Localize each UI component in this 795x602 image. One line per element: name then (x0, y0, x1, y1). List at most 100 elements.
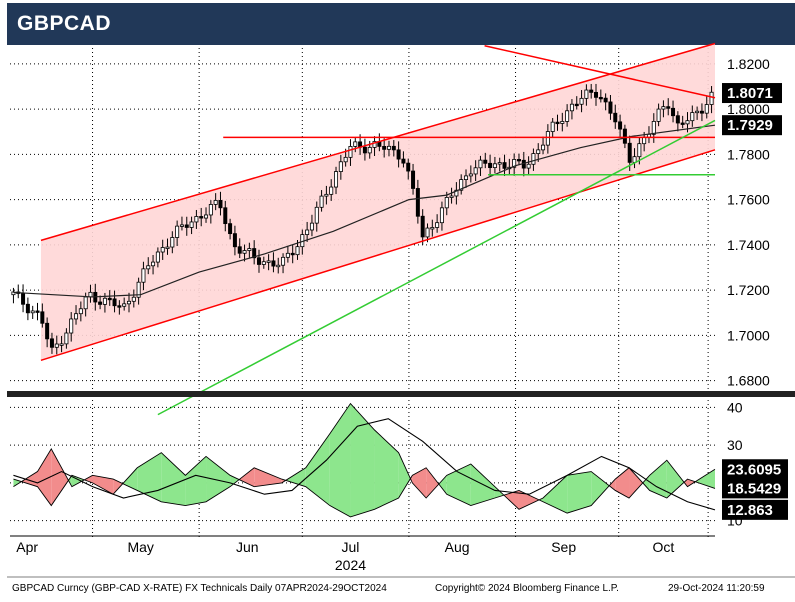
di-positive-area (137, 452, 162, 502)
indicator-badge: 23.6095 (722, 459, 788, 480)
candle-body (199, 216, 204, 219)
candle-body (49, 338, 54, 348)
footer-center: Copyright© 2024 Bloomberg Finance L.P. (435, 583, 619, 594)
candle-body (136, 281, 141, 298)
candle-body (637, 143, 642, 158)
indicator-badge-bg (722, 478, 788, 499)
candle-body (295, 246, 300, 256)
candle-body (290, 252, 295, 256)
indicator-badge-value: 12.863 (727, 502, 773, 519)
candle-body (608, 101, 613, 114)
candle-body (367, 147, 372, 154)
candle-body (594, 91, 599, 98)
candle-body (343, 156, 348, 163)
candle-body (690, 112, 695, 122)
di-negative-area (92, 475, 114, 495)
candle-body (550, 121, 555, 132)
candle-body (425, 227, 430, 238)
footer: GBPCAD Curncy (GBP-CAD X-RATE) FX Techni… (12, 583, 765, 594)
di-positive-area (591, 471, 610, 506)
indicator-badge-value: 18.5429 (727, 480, 781, 497)
di-positive-area (494, 486, 504, 498)
di-positive-area (567, 471, 592, 514)
di-positive-area (398, 452, 411, 498)
candle-body (560, 121, 565, 124)
indicator-badge-value: 23.6095 (727, 461, 781, 478)
chart-title: GBPCAD (17, 12, 112, 35)
candle-body (35, 310, 40, 313)
candle-body (64, 332, 69, 345)
candle-body (59, 343, 64, 346)
axes: 1.8200 1.8000 1.7800 1.7600 1.7400 1.7200 1.70… (7, 56, 795, 578)
di-negative-area (687, 479, 696, 487)
x-month-label: Oct (653, 539, 675, 555)
candle-body (492, 163, 497, 169)
price-badge-value: 1.8071 (727, 85, 773, 102)
candle-body (541, 144, 546, 151)
candle-body (309, 222, 314, 231)
candle-body (613, 112, 618, 123)
candle-body (651, 120, 656, 135)
candle-body (411, 170, 416, 189)
price-badge: 1.8071 (722, 83, 782, 104)
candle-body (242, 250, 247, 254)
price-tick-label: 1.7400 (727, 237, 770, 253)
candle-body (228, 223, 233, 235)
trend-line-resistance-top (484, 45, 716, 99)
trend-line-channel-lower (40, 149, 716, 362)
candle-body (555, 121, 560, 125)
di-negative-area (629, 467, 643, 498)
x-year-label: 2024 (335, 557, 366, 573)
candle-body (362, 146, 367, 154)
candle-body (237, 246, 242, 254)
candle-body (247, 248, 252, 251)
candle-body (420, 215, 425, 238)
channel-fill (40, 43, 715, 361)
di-positive-area (122, 467, 138, 491)
price-tick-label: 1.7000 (727, 327, 770, 343)
x-month-label: Aug (445, 539, 470, 555)
candle-body (276, 264, 281, 268)
candle-body (189, 221, 194, 228)
candle-body (502, 162, 507, 169)
candle-body (584, 89, 589, 99)
candle-body (141, 268, 146, 283)
footer-left: GBPCAD Curncy (GBP-CAD X-RATE) FX Techni… (12, 583, 387, 594)
candle-body (627, 142, 632, 163)
candle-body (69, 318, 74, 334)
candle-body (401, 158, 406, 164)
candle-body (83, 296, 88, 310)
di-negative-area (239, 467, 255, 487)
di-negative-area (615, 467, 630, 498)
candle-body (102, 297, 107, 305)
candle-body (131, 296, 136, 302)
price-tick-label: 1.6800 (727, 373, 770, 389)
di-positive-area (13, 479, 22, 487)
candle-body (574, 103, 579, 107)
price-panel (10, 42, 716, 416)
candle-body (430, 227, 435, 230)
candle-body (531, 153, 536, 165)
candle-body (439, 207, 444, 224)
price-badge-value: 1.7929 (727, 117, 773, 134)
moving-average-line (13, 124, 716, 298)
candle-body (319, 195, 324, 208)
trend-line-support-green (157, 119, 716, 416)
candle-body (704, 104, 709, 114)
candle-body (468, 173, 473, 177)
candle-body (642, 136, 647, 145)
di-negative-area (51, 448, 69, 506)
candle-body (709, 91, 714, 105)
candle-body (622, 128, 627, 144)
candle-body (21, 292, 26, 305)
candle-body (112, 298, 117, 307)
candle-body (348, 146, 353, 158)
di-positive-area (649, 460, 667, 498)
candle-body (252, 248, 257, 259)
candle-body (603, 97, 608, 103)
candle-body (208, 204, 213, 216)
candle-body (329, 186, 334, 195)
candle-body (45, 322, 50, 340)
title-bar: GBPCAD (7, 3, 795, 45)
candle-body (589, 89, 594, 93)
